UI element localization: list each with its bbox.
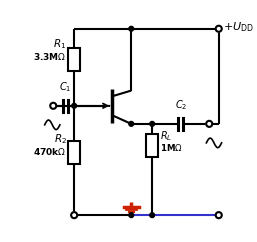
Bar	[68, 48, 80, 71]
Circle shape	[72, 103, 77, 108]
Circle shape	[216, 212, 222, 218]
Text: $C_2$: $C_2$	[175, 99, 187, 113]
Circle shape	[129, 121, 134, 126]
Circle shape	[50, 103, 56, 109]
Text: 3.3M$\Omega$: 3.3M$\Omega$	[33, 51, 67, 62]
Text: $R_L$: $R_L$	[160, 129, 172, 143]
Text: 1M$\Omega$: 1M$\Omega$	[160, 142, 182, 153]
Circle shape	[206, 121, 212, 127]
Circle shape	[150, 213, 154, 218]
Circle shape	[129, 26, 134, 31]
Bar	[68, 141, 80, 164]
Circle shape	[150, 121, 154, 126]
Text: $R_1$: $R_1$	[53, 37, 67, 51]
Circle shape	[216, 26, 222, 32]
Circle shape	[71, 212, 77, 218]
Bar	[146, 134, 158, 157]
Text: $C_1$: $C_1$	[59, 81, 72, 94]
Text: 470k$\Omega$: 470k$\Omega$	[33, 146, 67, 157]
Text: $R_2$: $R_2$	[53, 132, 67, 146]
Circle shape	[129, 213, 134, 218]
Text: $+U_{\rm DD}$: $+U_{\rm DD}$	[223, 20, 253, 34]
